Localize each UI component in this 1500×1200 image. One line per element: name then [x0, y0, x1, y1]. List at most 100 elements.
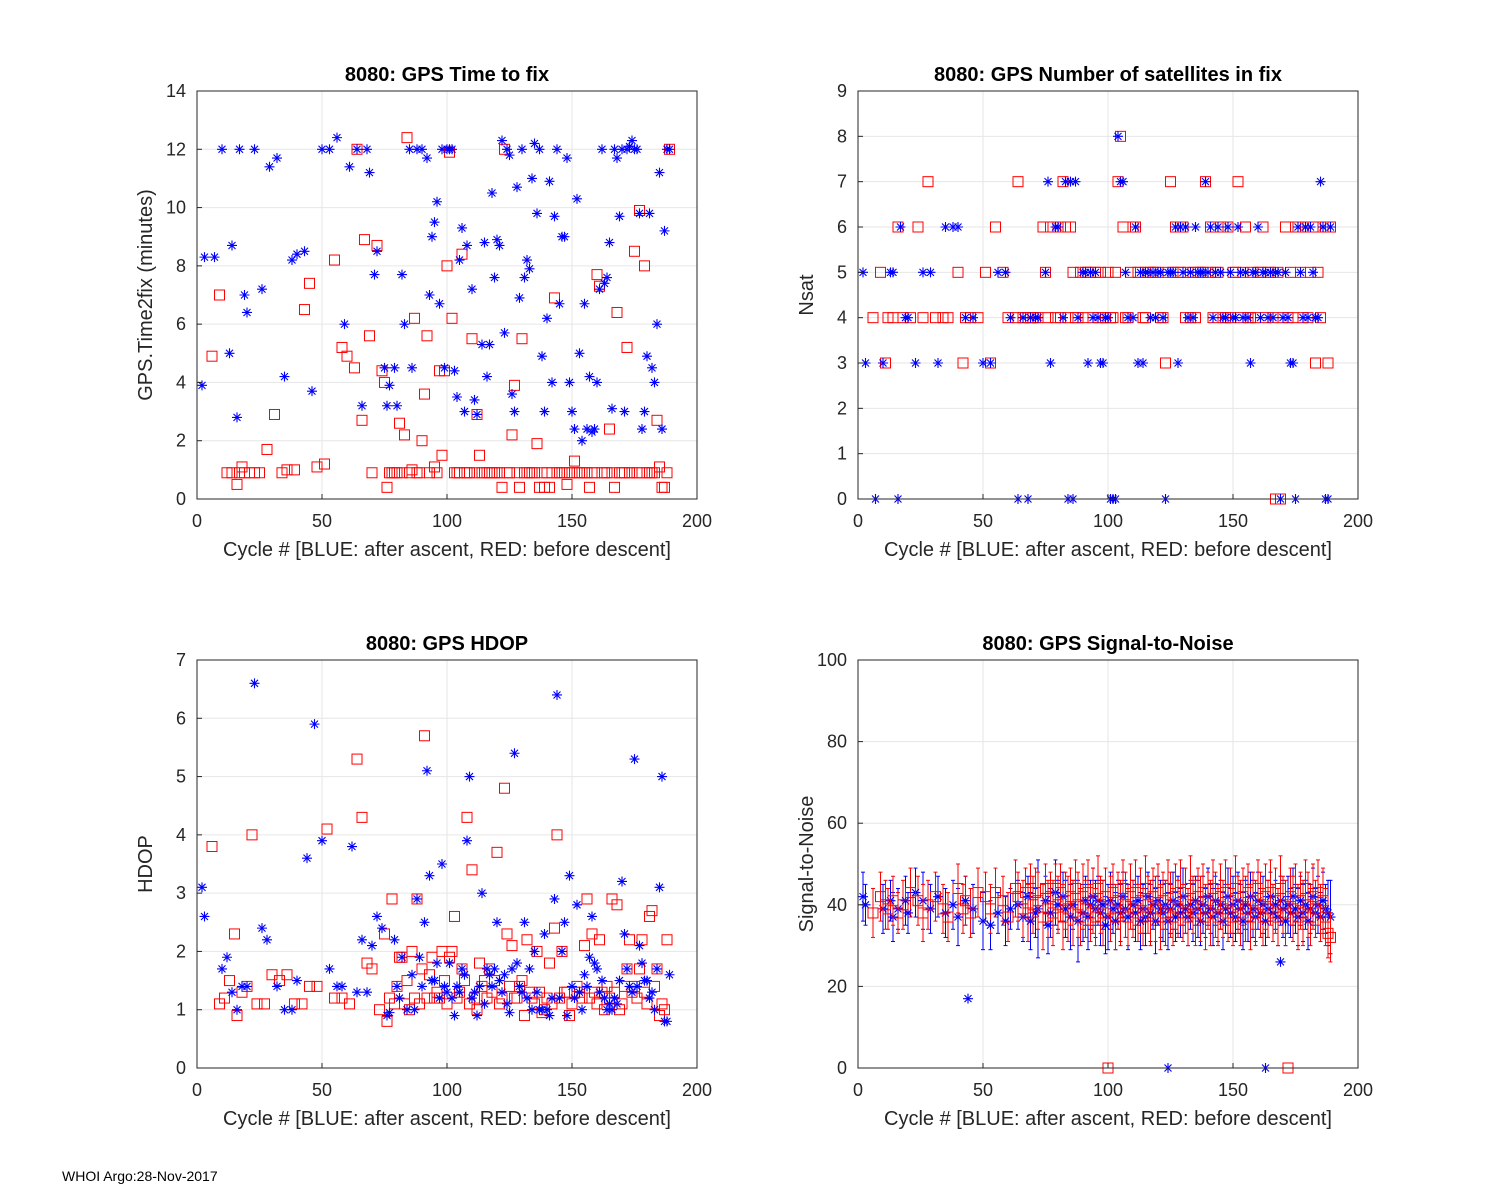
data-point-before-descent	[1165, 176, 1176, 188]
data-point-after-ascent	[1058, 891, 1068, 902]
data-point-after-ascent	[574, 348, 585, 359]
data-point-after-ascent	[299, 246, 310, 257]
data-point-before-descent	[639, 260, 650, 272]
data-point-before-descent	[261, 443, 273, 455]
data-point-before-descent	[604, 423, 615, 435]
data-point-after-ascent	[522, 993, 532, 1004]
data-point-before-descent	[930, 891, 941, 903]
data-point-before-descent	[491, 846, 503, 858]
data-point-before-descent	[446, 945, 458, 957]
data-point-after-ascent	[484, 969, 495, 980]
data-point-after-ascent	[1133, 895, 1143, 906]
data-point-after-ascent	[1295, 267, 1306, 278]
data-point-after-ascent	[993, 907, 1003, 918]
y-axis-label: Signal-to-Noise	[796, 796, 818, 933]
data-point-before-descent	[231, 478, 243, 490]
data-point-after-ascent	[407, 969, 417, 980]
data-point-after-ascent	[524, 263, 535, 274]
data-point-after-ascent	[1283, 312, 1293, 323]
data-point-after-ascent	[609, 993, 620, 1004]
data-point-before-descent	[581, 893, 593, 905]
data-point-before-descent	[1185, 882, 1196, 894]
data-point-before-descent	[990, 221, 1001, 233]
data-point-before-descent	[304, 980, 315, 992]
y-tick-label: 8	[837, 126, 847, 146]
data-point-after-ascent	[933, 358, 943, 368]
x-tick-label: 0	[192, 511, 202, 531]
data-point-after-ascent	[1110, 916, 1121, 927]
data-point-after-ascent	[479, 237, 490, 248]
data-point-after-ascent	[447, 144, 457, 155]
data-point-after-ascent	[572, 899, 582, 910]
data-point-after-ascent	[1270, 899, 1281, 910]
data-point-after-ascent	[272, 153, 282, 164]
data-point-after-ascent	[900, 895, 911, 906]
data-point-after-ascent	[397, 269, 407, 280]
x-axis-label: Cycle # [BLUE: after ascent, RED: before…	[223, 539, 671, 561]
x-tick-label: 50	[973, 1080, 993, 1100]
data-point-after-ascent	[1225, 907, 1236, 918]
y-tick-label: 100	[817, 650, 847, 670]
data-point-after-ascent	[394, 993, 405, 1004]
y-tick-label: 4	[837, 308, 847, 328]
data-point-before-descent	[566, 998, 578, 1010]
data-point-before-descent	[311, 980, 323, 992]
data-point-after-ascent	[489, 963, 500, 974]
data-point-after-ascent	[457, 963, 467, 974]
data-point-before-descent	[349, 362, 360, 374]
data-point-after-ascent	[242, 307, 252, 318]
data-point-after-ascent	[554, 298, 565, 309]
data-point-after-ascent	[574, 987, 585, 998]
data-point-before-descent	[1322, 927, 1334, 939]
data-point-before-descent	[990, 887, 1001, 899]
data-point-before-descent	[254, 467, 265, 479]
data-point-before-descent	[629, 245, 640, 257]
data-point-before-descent	[219, 992, 230, 1004]
data-point-after-ascent	[860, 358, 871, 368]
data-point-after-ascent	[492, 234, 502, 245]
data-point-after-ascent	[1090, 267, 1101, 278]
data-point-after-ascent	[1093, 312, 1103, 323]
data-point-after-ascent	[637, 958, 647, 969]
data-point-after-ascent	[324, 144, 335, 155]
data-point-before-descent	[336, 992, 348, 1004]
data-point-before-descent	[206, 350, 218, 362]
data-point-after-ascent	[599, 993, 610, 1004]
data-point-before-descent	[1252, 882, 1264, 894]
data-point-before-descent	[206, 841, 218, 853]
data-point-after-ascent	[1313, 312, 1323, 323]
data-point-before-descent	[414, 998, 425, 1010]
data-point-after-ascent	[377, 923, 387, 934]
data-point-before-descent	[544, 957, 555, 969]
data-point-before-descent	[1065, 221, 1076, 233]
data-point-after-ascent	[459, 969, 470, 980]
data-point-before-descent	[942, 911, 954, 923]
data-point-before-descent	[381, 481, 393, 493]
data-point-after-ascent	[217, 963, 227, 974]
data-point-after-ascent	[557, 946, 567, 957]
data-point-after-ascent	[447, 993, 457, 1004]
data-point-after-ascent	[589, 424, 600, 435]
data-point-after-ascent	[547, 993, 557, 1004]
data-point-before-descent	[569, 455, 580, 467]
data-point-after-ascent	[1305, 222, 1316, 232]
data-point-after-ascent	[489, 272, 500, 283]
data-point-after-ascent	[584, 952, 595, 963]
data-point-before-descent	[424, 969, 435, 981]
data-point-after-ascent	[389, 934, 400, 945]
data-point-after-ascent	[1113, 131, 1123, 142]
y-tick-label: 9	[837, 81, 847, 101]
data-point-after-ascent	[569, 424, 580, 435]
data-point-after-ascent	[1238, 916, 1248, 927]
data-point-after-ascent	[1138, 358, 1148, 368]
data-point-before-descent	[259, 998, 270, 1010]
x-tick-label: 100	[432, 1080, 462, 1100]
data-point-after-ascent	[1180, 222, 1191, 232]
data-point-before-descent	[1275, 882, 1286, 894]
data-point-before-descent	[1280, 907, 1291, 919]
data-point-before-descent	[1162, 882, 1174, 894]
data-layer	[197, 678, 675, 1027]
data-point-after-ascent	[607, 1004, 617, 1015]
data-point-after-ascent	[1278, 903, 1288, 914]
